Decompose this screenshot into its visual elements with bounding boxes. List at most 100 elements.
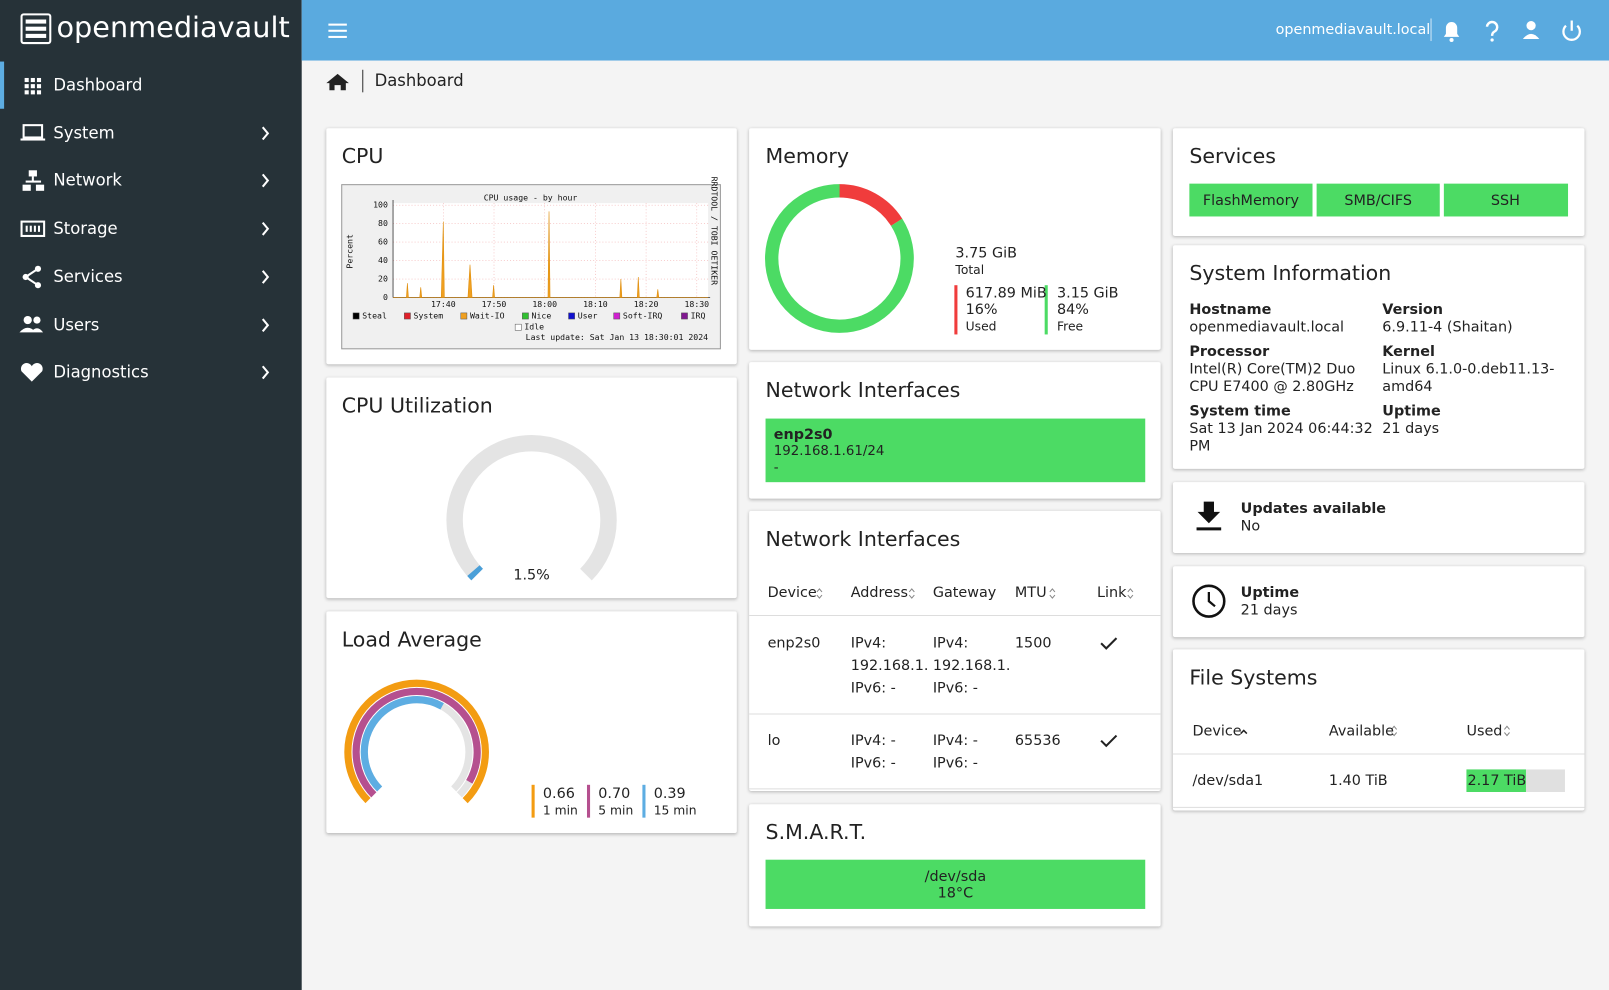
cell-address: IPv6: - [850, 755, 896, 772]
cell-gateway: IPv4: - [932, 732, 978, 749]
legend-label: Nice [532, 310, 552, 320]
memory-free-label: Free [1056, 319, 1084, 334]
cell-address: IPv4: [850, 635, 887, 652]
system-information-card [1172, 245, 1585, 469]
info-label: Uptime [1382, 403, 1441, 420]
legend-label: Wait-IO [470, 310, 505, 320]
nav-chevrons [261, 126, 270, 380]
info-label: Processor [1189, 343, 1270, 361]
nav-item[interactable]: Users [53, 314, 100, 334]
memory-total-label: Total [955, 262, 985, 277]
card-title: System Information [1189, 260, 1392, 286]
service-name: FlashMemory [1202, 192, 1299, 210]
y-tick-label: 80 [378, 218, 388, 228]
column-header: Available [1328, 723, 1394, 740]
nav-item[interactable]: Network [53, 170, 122, 191]
watermark: RRDTOOL / TOBI OETIKER [710, 177, 720, 285]
usage-bar-fill [1466, 769, 1526, 792]
column-header: Used [1466, 723, 1503, 740]
load-label: 1 min [542, 803, 578, 818]
updates-card [1172, 482, 1585, 553]
last-update: Last update: Sat Jan 13 18:30:01 2024 [526, 332, 708, 342]
cpu-usage: 1.5% [513, 567, 550, 584]
services-card [1172, 128, 1585, 236]
topbar [301, 0, 1609, 61]
sidebar: openmediavault Dashboard System Network Sto… [0, 0, 302, 990]
network-table-card [749, 510, 1161, 791]
updates-title: Updates available [1240, 500, 1387, 518]
cell-address: 192.168.1. [850, 657, 929, 675]
uptime-value: 21 days [1240, 602, 1298, 619]
cpu-graph-plot [393, 203, 709, 298]
interface-box [765, 418, 1146, 483]
nav-item[interactable]: Dashboard [53, 74, 143, 95]
y-tick-label: 0 [383, 292, 388, 302]
interface-extra: - [773, 460, 779, 476]
x-tick-label: 18:30 [684, 299, 709, 309]
gauge-track [446, 434, 617, 606]
column-header: Address [850, 584, 908, 602]
info-value: openmediavault.local [1189, 319, 1345, 336]
service-badge [1316, 183, 1440, 217]
smart-temperature: 18°C [937, 885, 974, 902]
nav-item[interactable]: Services [53, 266, 123, 287]
legend-swatch [514, 323, 522, 331]
y-tick-label: 60 [378, 237, 388, 247]
legend-label: Idle [524, 322, 544, 332]
card-title: CPU [341, 143, 384, 169]
memory-free: 3.15 GiB [1056, 285, 1119, 302]
memory-used-percent: 16% [965, 301, 998, 319]
home-icon [326, 73, 349, 91]
interface-name: enp2s0 [773, 426, 833, 444]
nav-icons [19, 77, 46, 382]
load-value: 0.70 [598, 785, 631, 803]
info-value: Linux 6.1.0-0.deb11.13- [1382, 361, 1555, 378]
fs-available: 1.40 TiB [1328, 772, 1388, 789]
nav-item[interactable]: Storage [53, 218, 118, 239]
link-checks [1100, 637, 1118, 748]
cpu-graph: 0 20 40 60 80 100 17:40 17:50 18:00 18:10 18:20 18:… [344, 177, 719, 342]
info-value: PM [1189, 437, 1211, 454]
brand: openmediavault [56, 10, 290, 45]
cell-device: lo [767, 732, 781, 749]
nav-item[interactable]: Diagnostics [53, 362, 149, 382]
active-indicator [0, 61, 5, 109]
legend-label: Steal [362, 310, 387, 320]
cell-address: IPv4: - [850, 732, 896, 749]
memory-donut [765, 184, 914, 333]
cell-address: IPv6: - [850, 680, 896, 697]
cell-gateway: 192.168.1. [932, 657, 1011, 675]
cell-mtu: 1500 [1014, 635, 1052, 652]
used-indicator [954, 285, 958, 335]
memory-free-arc [765, 184, 914, 333]
column-header: Device [767, 584, 817, 602]
y-tick-label: 40 [378, 255, 388, 265]
card-title: File Systems [1189, 664, 1318, 690]
load-value: 0.66 [542, 785, 575, 803]
legend-label: User [578, 310, 598, 320]
load-indicator [586, 784, 591, 818]
service-badge [1189, 183, 1313, 217]
cpu-spikes [393, 211, 709, 298]
uptime-title: Uptime [1240, 584, 1300, 602]
fs-device: /dev/sda1 [1192, 772, 1264, 789]
nav-item[interactable]: System [53, 122, 115, 143]
card-title: Network Interfaces [765, 377, 961, 403]
info-value: CPU E7400 @ 2.80GHz [1189, 378, 1354, 395]
legend-swatch [460, 312, 468, 320]
cpu-utilization-card [326, 377, 737, 599]
clock-icon [1192, 584, 1226, 618]
service-name: SMB/CIFS [1344, 192, 1412, 210]
card-title: Services [1189, 143, 1276, 169]
cell-gateway: IPv6: - [932, 680, 978, 697]
y-axis-label: Percent [344, 234, 354, 269]
memory-used-label: Used [965, 319, 997, 334]
table-lines [749, 615, 1585, 808]
x-tick-label: 17:40 [431, 299, 456, 309]
legend-label: Soft-IRQ [623, 310, 663, 320]
info-label: System time [1189, 403, 1291, 420]
load-indicator [642, 784, 646, 818]
x-tick-label: 18:20 [634, 299, 659, 309]
